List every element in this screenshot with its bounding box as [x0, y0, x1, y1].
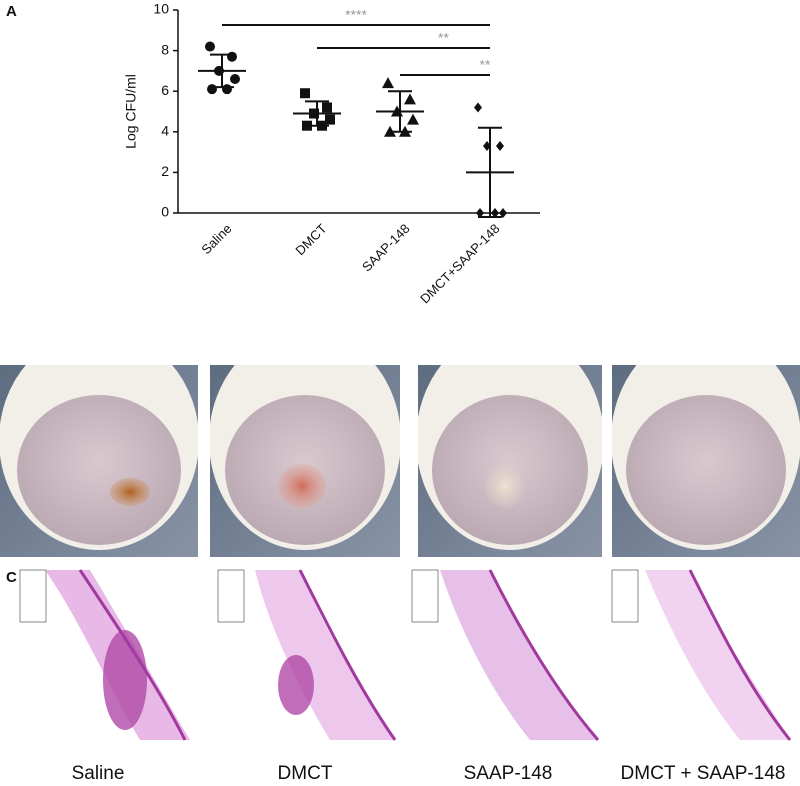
data-point — [491, 208, 499, 218]
dot-plot: 0 2 4 6 8 10 Log CFU/ml Saline DMCT SAAP-148 DMCT+… — [123, 1, 540, 306]
histology — [19, 569, 190, 741]
data-point — [499, 208, 507, 218]
error-bar — [305, 100, 329, 127]
data-point — [227, 51, 237, 62]
error-bar — [478, 126, 502, 219]
data-point — [230, 74, 240, 85]
error-bar — [210, 53, 234, 89]
significance-label: **** — [345, 7, 367, 23]
x-tick-label: Saline — [198, 221, 234, 257]
significance-label: ** — [438, 30, 449, 46]
error-bar — [388, 90, 412, 133]
photo-row — [0, 365, 800, 557]
histology — [217, 569, 397, 741]
data-point — [407, 113, 419, 125]
photo — [0, 365, 198, 557]
data-point — [476, 208, 484, 218]
data-point — [300, 88, 310, 99]
y-tick-label: 8 — [161, 41, 169, 57]
histology-row — [19, 569, 792, 741]
y-tick-label: 4 — [161, 123, 169, 139]
y-axis-label: Log CFU/ml — [123, 74, 139, 149]
y-tick-label: 0 — [161, 204, 169, 220]
data-point — [207, 84, 217, 95]
image-caption: Saline — [72, 763, 125, 784]
image-caption: DMCT + SAAP-148 — [621, 763, 786, 784]
panel-label: C — [6, 569, 17, 586]
x-tick-label: SAAP-148 — [359, 221, 413, 275]
data-point — [325, 114, 335, 125]
data-point — [404, 93, 416, 105]
x-tick-label: DMCT — [292, 221, 329, 258]
panel-label: A — [6, 3, 17, 20]
photo — [612, 365, 800, 557]
significance-label: ** — [480, 57, 491, 73]
data-point — [496, 141, 504, 152]
histology — [611, 569, 792, 741]
data-point — [382, 77, 394, 89]
data-point — [474, 102, 482, 113]
histology — [411, 569, 600, 741]
data-point — [205, 41, 215, 52]
x-tick-label: DMCT+SAAP-148 — [417, 221, 502, 306]
y-tick-label: 10 — [153, 1, 169, 17]
y-tick-label: 2 — [161, 163, 169, 179]
data-point — [222, 84, 232, 95]
data-point — [322, 102, 332, 113]
image-caption: DMCT — [278, 763, 333, 784]
image-caption: SAAP-148 — [464, 763, 553, 784]
y-tick-label: 6 — [161, 82, 169, 98]
photo — [210, 365, 400, 557]
photo — [418, 365, 602, 557]
